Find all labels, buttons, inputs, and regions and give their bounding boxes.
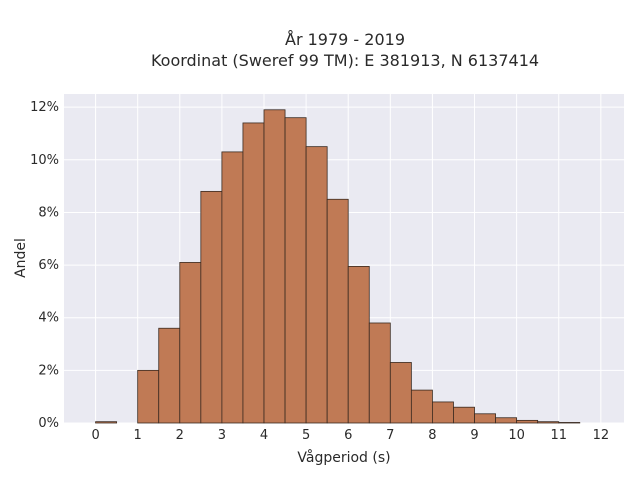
x-tick-label: 10 — [508, 428, 525, 443]
y-tick-label: 10% — [30, 153, 59, 168]
histogram-bar — [95, 421, 118, 424]
histogram-bar — [137, 369, 160, 424]
histogram-bar — [558, 422, 581, 424]
histogram-bar — [179, 262, 202, 424]
histogram-bar — [453, 406, 475, 424]
histogram-bar — [158, 327, 181, 424]
x-axis-label: Vågperiod (s) — [297, 449, 390, 466]
x-tick-label: 6 — [344, 428, 352, 443]
x-tick-label: 12 — [593, 428, 610, 443]
histogram-bar — [495, 417, 518, 424]
histogram-bar — [410, 389, 433, 424]
chart-title-line2: Koordinat (Sweref 99 TM): E 381913, N 61… — [151, 51, 539, 70]
y-tick-label: 8% — [38, 205, 59, 220]
histogram-bar — [242, 122, 265, 424]
histogram-bar — [305, 146, 328, 424]
y-tick-label: 4% — [38, 311, 59, 326]
histogram-bar — [221, 151, 244, 424]
histogram-bar — [474, 413, 496, 424]
y-axis-label: Andel — [13, 238, 29, 278]
bars — [95, 109, 581, 424]
x-axis-ticks: 0 1 2 3 4 5 6 7 8 9 10 11 12 — [91, 428, 609, 443]
histogram-bar — [537, 421, 560, 424]
x-tick-label: 1 — [134, 428, 142, 443]
histogram-bar — [263, 109, 286, 424]
histogram-bar — [284, 117, 307, 424]
histogram-bar — [516, 419, 539, 424]
x-tick-label: 9 — [470, 428, 478, 443]
y-axis-ticks: 0% 2% 4% 6% 8% 10% 12% — [30, 100, 59, 431]
histogram-bar — [200, 190, 223, 424]
histogram-bar — [326, 198, 349, 424]
x-tick-label: 11 — [550, 428, 567, 443]
y-tick-label: 6% — [38, 258, 59, 273]
x-tick-label: 5 — [302, 428, 310, 443]
x-tick-label: 0 — [91, 428, 99, 443]
y-tick-label: 0% — [38, 416, 59, 431]
histogram-bar — [389, 362, 412, 424]
x-tick-label: 3 — [218, 428, 226, 443]
chart-title-line1: År 1979 - 2019 — [285, 30, 405, 49]
y-tick-label: 2% — [38, 363, 59, 378]
x-tick-label: 2 — [176, 428, 184, 443]
histogram-bar — [368, 322, 391, 424]
histogram-bar — [347, 265, 370, 424]
x-tick-label: 7 — [386, 428, 394, 443]
x-tick-label: 4 — [260, 428, 268, 443]
y-tick-label: 12% — [30, 100, 59, 115]
histogram-bar — [432, 401, 454, 424]
x-tick-label: 8 — [428, 428, 436, 443]
